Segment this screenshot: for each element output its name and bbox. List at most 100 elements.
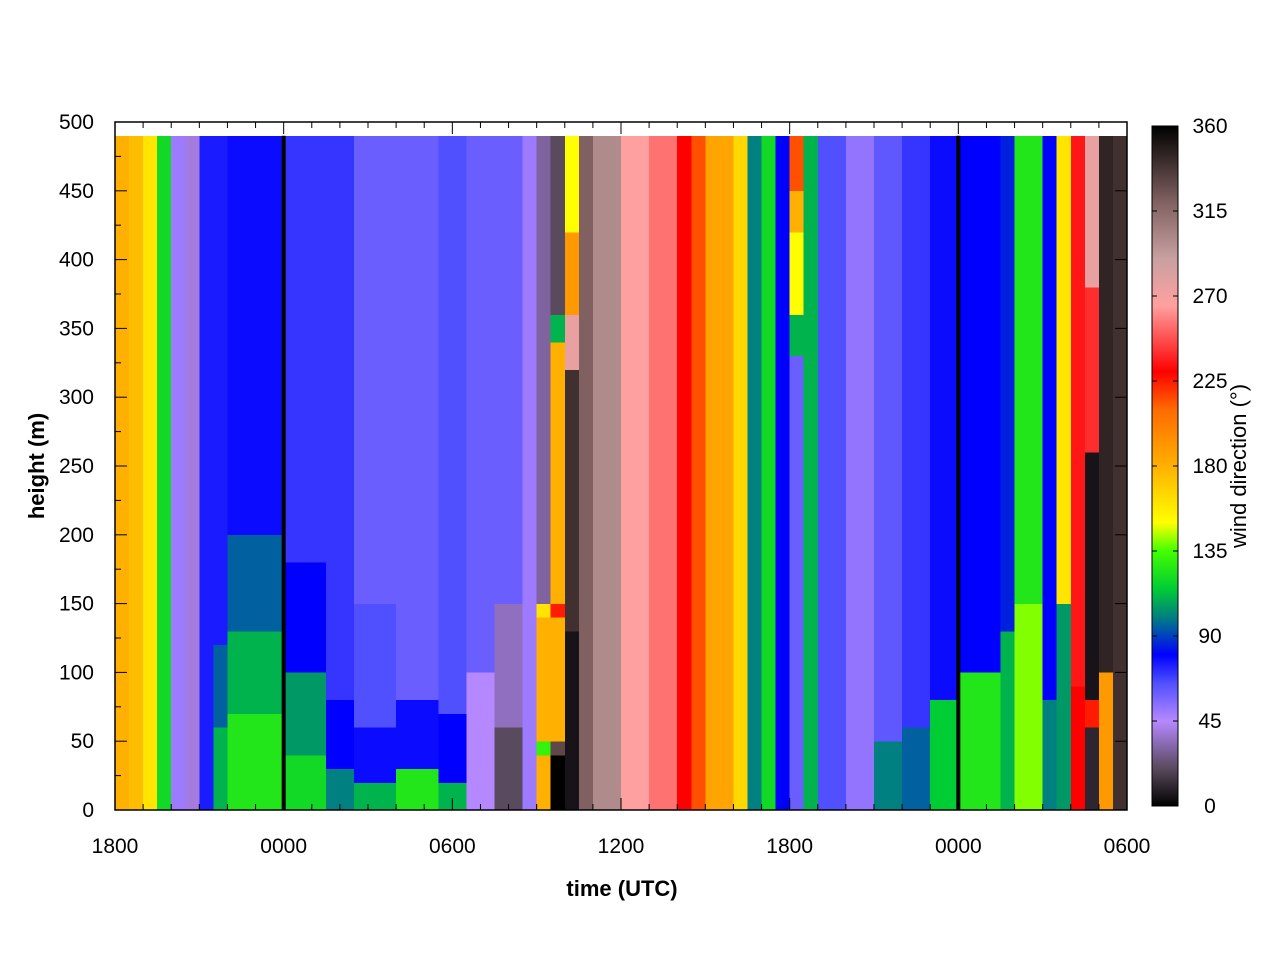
heatmap-cell-42-1 (1056, 135, 1072, 604)
x-tick-label-5: 0000 (935, 835, 982, 858)
colorbar-tick-label-0: 0 (1204, 795, 1216, 818)
heatmap-cell-36-1 (902, 135, 931, 728)
heatmap-cell-14-1 (466, 135, 496, 673)
colorbar-tick-label-7: 315 (1192, 200, 1227, 223)
y-tick-label-6: 300 (59, 386, 94, 409)
heatmap-cell-2-0 (143, 135, 158, 811)
heatmap-cell-42-0 (1056, 603, 1072, 811)
heatmap-cell-10-0 (325, 768, 355, 811)
heatmap-cell-38-0 (958, 672, 1002, 811)
heatmap-cell-44-0 (1084, 727, 1100, 811)
heatmap-cell-31-2 (789, 232, 805, 315)
heatmap-cell-32-0 (803, 135, 819, 811)
y-tick-label-5: 250 (59, 455, 94, 478)
heatmap-cell-31-3 (789, 190, 805, 233)
heatmap-cell-11-1 (353, 727, 397, 783)
heatmap-cell-43-0 (1070, 686, 1086, 811)
x-tick-label-1: 0000 (260, 835, 307, 858)
heatmap-cell-19-3 (564, 232, 580, 315)
colorbar-tick-label-4: 180 (1192, 455, 1227, 478)
colorbar-label: wind direction (°) (1226, 384, 1251, 549)
heatmap-cell-18-0 (550, 754, 566, 811)
heatmap-cell-44-1 (1084, 699, 1100, 728)
heatmap-cell-46-0 (1112, 135, 1128, 811)
heatmap-cell-11-0 (353, 782, 397, 811)
heatmap-cell-7-1 (213, 644, 229, 728)
heatmap-cell-15-1 (494, 603, 524, 728)
heatmap-cell-13-2 (438, 135, 467, 714)
x-tick-label-3: 1200 (598, 835, 645, 858)
heatmap-cell-17-1 (536, 741, 552, 756)
heatmap-cell-21-0 (592, 135, 622, 811)
midnight-marker-lines (281, 135, 961, 810)
colorbar-tick-label-1: 45 (1198, 710, 1221, 733)
colorbar-tick-label-2: 90 (1198, 625, 1221, 648)
y-axis-ticks: 0 50 100 150 200 250 300 350 400 450 500 (59, 111, 1127, 822)
colorbar-tick-label-6: 270 (1192, 285, 1227, 308)
heatmap-cell-3-0 (157, 135, 172, 811)
heatmap-cell-1-0 (129, 135, 144, 811)
heatmap-cell-19-2 (564, 314, 580, 370)
heatmap-cell-39-1 (1000, 135, 1016, 632)
heatmap-cell-7-0 (213, 727, 229, 811)
heatmap-cell-18-5 (550, 314, 566, 343)
y-tick-label-3: 150 (59, 593, 94, 616)
heatmap-cell-35-0 (874, 741, 903, 811)
heatmap-cell-16-0 (522, 135, 538, 811)
heatmap-cell-7-2 (213, 135, 229, 646)
heatmap-cell-8-2 (227, 534, 285, 632)
heatmap-cell-17-3 (536, 603, 552, 618)
heatmap-cell-40-1 (1014, 135, 1044, 604)
heatmap-cell-10-1 (325, 699, 355, 770)
x-axis-ticks: 1800 0000 0600 1200 1800 0000 0600 (92, 122, 1151, 858)
y-tick-label-0: 0 (82, 799, 94, 822)
heatmap-cell-36-0 (902, 727, 931, 811)
heatmap-cell-14-0 (466, 672, 496, 811)
y-tick-label-2: 100 (59, 661, 94, 684)
heatmap-cell-44-2 (1084, 452, 1100, 701)
heatmap-cell-9-1 (283, 672, 327, 756)
colorbar-tick-label-8: 360 (1192, 115, 1227, 138)
heatmap-cell-8-1 (227, 631, 285, 714)
heatmap-cell-35-1 (874, 135, 903, 742)
heatmap-cell-0-0 (115, 135, 130, 811)
heatmap-cell-5-0 (185, 135, 200, 811)
heatmap-cell-30-0 (775, 135, 791, 811)
y-axis-label: height (m) (24, 413, 49, 519)
heatmap-cell-26-0 (705, 135, 735, 811)
x-tick-label-4: 1800 (766, 835, 813, 858)
heatmap-cell-18-6 (550, 135, 566, 315)
heatmap-cell-31-4 (789, 135, 805, 192)
heatmap-cell-18-2 (550, 617, 566, 742)
heatmap-cell-18-3 (550, 603, 566, 618)
heatmap-cell-13-1 (438, 713, 467, 783)
heatmap-cell-18-4 (550, 342, 566, 604)
heatmap-cell-8-0 (227, 713, 285, 811)
y-tick-label-1: 50 (71, 730, 94, 753)
x-axis-label: time (UTC) (566, 876, 677, 901)
y-tick-label-7: 350 (59, 317, 94, 340)
heatmap-cell-15-2 (494, 135, 524, 604)
heatmap-cell-25-0 (691, 135, 706, 811)
heatmap-cell-11-2 (353, 603, 397, 728)
heatmap-cell-34-0 (845, 135, 875, 811)
x-tick-label-6: 0600 (1104, 835, 1151, 858)
heatmap-cell-8-3 (227, 135, 285, 536)
y-tick-label-4: 200 (59, 524, 94, 547)
heatmap-cell-9-0 (283, 754, 327, 811)
heatmap-cell-45-0 (1098, 672, 1114, 811)
x-tick-label-0: 1800 (92, 835, 139, 858)
heatmap-cell-12-0 (396, 768, 439, 811)
heatmap-cell-41-0 (1042, 699, 1058, 811)
heatmap-cell-41-1 (1042, 135, 1058, 701)
heatmap-cell-33-0 (817, 135, 847, 811)
heatmap-cell-20-0 (578, 135, 594, 811)
heatmap-cells (115, 135, 1128, 811)
heatmap-cell-28-0 (747, 135, 763, 811)
heatmap-cell-24-0 (677, 135, 692, 811)
heatmap-cell-22-0 (621, 135, 650, 811)
heatmap-cell-27-0 (733, 135, 749, 811)
heatmap-cell-31-1 (789, 314, 805, 357)
heatmap-cell-39-0 (1000, 631, 1016, 811)
heatmap-cell-9-3 (283, 135, 327, 563)
